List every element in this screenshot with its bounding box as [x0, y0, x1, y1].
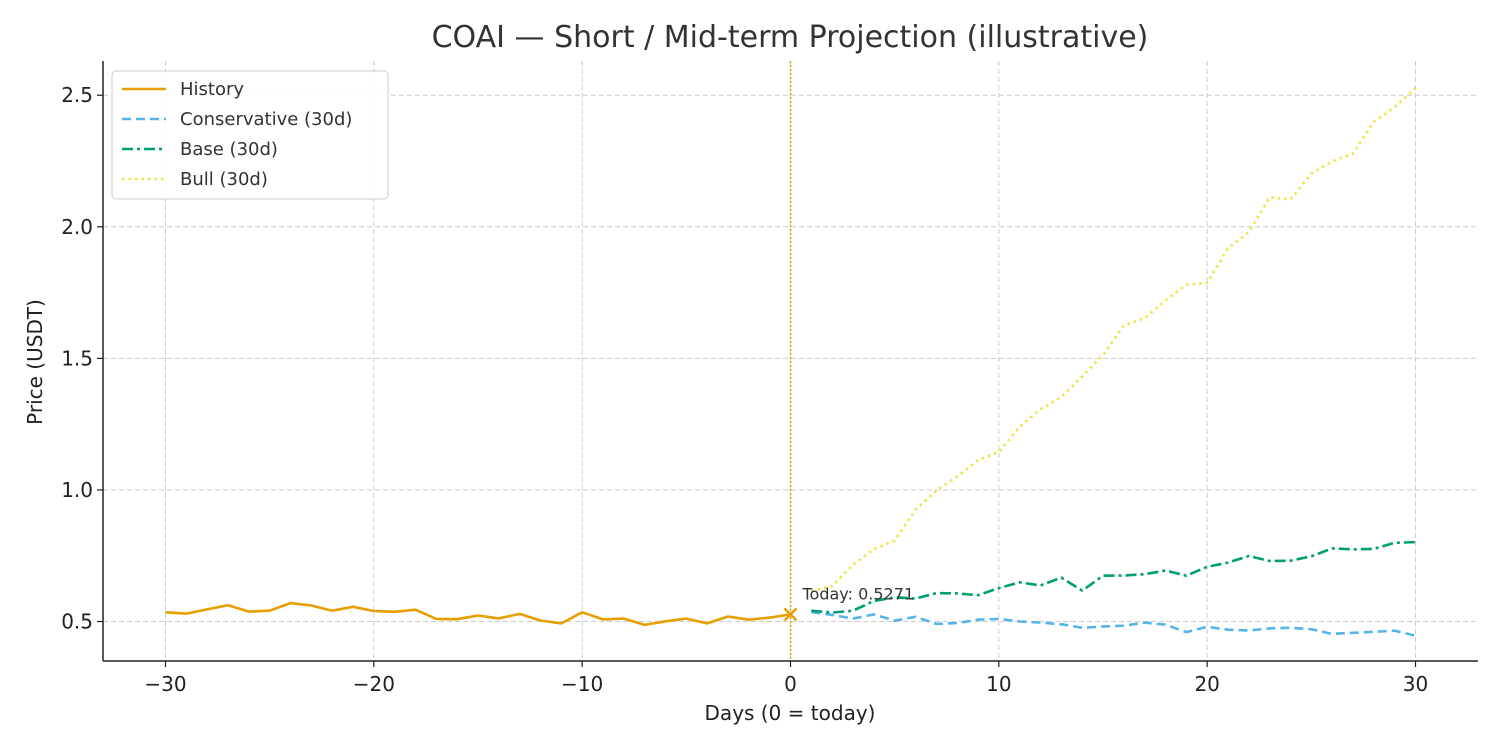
y-tick-label-2: 1.5: [61, 346, 93, 370]
today-annotation: Today: 0.5271: [802, 584, 915, 603]
series-line-0: [165, 601, 791, 627]
series-lines: [165, 87, 1417, 637]
today-marker: [783, 607, 798, 622]
legend-label-1: Conservative (30d): [180, 109, 352, 130]
x-tick-label-5: 20: [1194, 672, 1219, 696]
legend-box: [111, 70, 389, 200]
y-tick-label-3: 2.0: [61, 215, 93, 239]
tick-labels: −30 −20 −10 0 10 20 30 0.5 1.0 1.5 2.0 2.5: [61, 83, 1428, 696]
y-tick-label-0: 0.5: [61, 610, 93, 634]
x-axis-label: Days (0 = today): [705, 701, 876, 725]
legend: History Conservative (30d) Base (30d) Bull …: [111, 70, 389, 200]
y-tick-label-4: 2.5: [61, 83, 93, 107]
axes: [97, 61, 1478, 667]
x-tick-label-6: 30: [1403, 672, 1428, 696]
series-line-1: [811, 610, 1416, 637]
series-line-3: [810, 87, 1417, 593]
x-tick-label-1: −20: [353, 672, 395, 696]
legend-label-2: Base (30d): [180, 139, 278, 160]
y-axis-label: Price (USDT): [23, 299, 47, 425]
chart-title: COAI — Short / Mid-term Projection (illu…: [432, 20, 1149, 55]
x-tick-label-0: −30: [144, 672, 186, 696]
today-marker-group: [783, 61, 798, 661]
x-tick-label-3: 0: [784, 672, 797, 696]
legend-label-0: History: [180, 79, 244, 100]
y-tick-label-1: 1.0: [61, 478, 93, 502]
x-tick-label-4: 10: [986, 672, 1011, 696]
legend-label-3: Bull (30d): [180, 169, 268, 190]
series-line-2: [811, 540, 1416, 614]
x-tick-label-2: −10: [561, 672, 603, 696]
